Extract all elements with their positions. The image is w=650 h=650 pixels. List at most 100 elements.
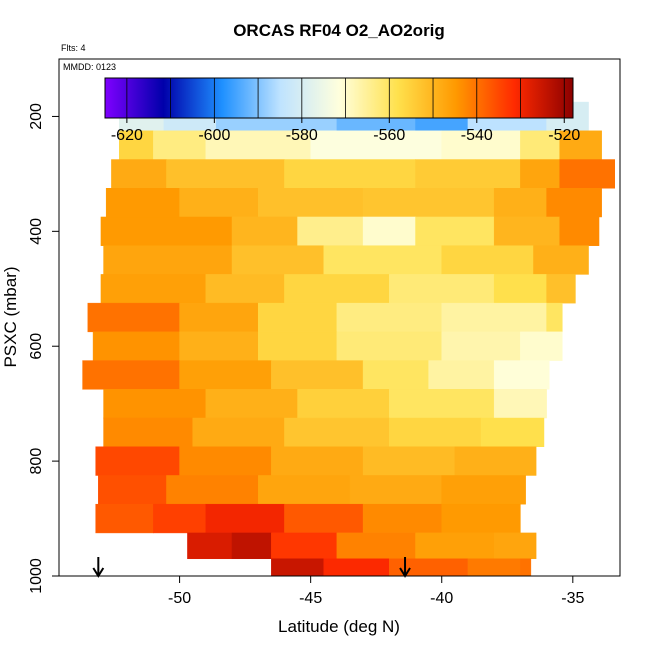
heatmap-cell (257, 188, 364, 218)
heatmap-cell (441, 475, 526, 505)
heatmap-cell (284, 503, 364, 534)
heatmap-cell (546, 302, 563, 333)
heatmap-cell (362, 446, 456, 476)
heatmap-cell (493, 360, 550, 390)
colorbar-tick-label: -520 (548, 127, 580, 144)
heatmap-cell (441, 130, 521, 160)
heatmap-cell (441, 503, 521, 534)
colorbar-tick-label: -600 (198, 127, 230, 144)
flights-annotation: Flts: 4 (61, 43, 86, 53)
heatmap-cell (257, 302, 338, 333)
heatmap-cell (336, 302, 442, 333)
heatmap-cell (205, 389, 298, 419)
heatmap-cell (179, 360, 272, 390)
plot-frame (58, 58, 621, 577)
heatmap-cell (192, 417, 285, 447)
heatmap-cell (119, 130, 154, 160)
colorbar: -620 -600 -580 -560 -540 -520 (104, 77, 580, 144)
x-tick-label: -45 (299, 590, 322, 607)
heatmap-cell (546, 188, 602, 218)
heatmap-cell (546, 274, 576, 304)
x-tick-label: -35 (561, 590, 584, 607)
colorbar-dividers (126, 78, 565, 118)
heatmap-cell (362, 216, 416, 246)
heatmap-cell (100, 274, 207, 304)
heatmap-cell (231, 216, 298, 246)
heatmap-cell (103, 389, 207, 419)
y-tick-label: 400 (28, 218, 45, 245)
heatmap-cell (205, 274, 285, 304)
heatmap-cell (205, 130, 311, 160)
heatmap-cell (389, 389, 495, 419)
x-tick-label: -40 (430, 590, 453, 607)
heatmap-cell (111, 159, 167, 189)
heatmap-cell (415, 216, 495, 246)
heatmap-cell (467, 558, 521, 576)
heatmap-cell (493, 532, 537, 560)
x-axis-label: Latitude (deg N) (278, 617, 400, 636)
heatmap-cell (166, 475, 259, 505)
date-annotation: MMDD: 0123 (63, 62, 116, 72)
heatmap-cell (559, 130, 602, 160)
x-axis: -50 -45 -40 -35 (168, 576, 584, 607)
heatmap-cell (87, 302, 180, 333)
heatmap-cell (362, 188, 495, 218)
heatmap-cell (153, 503, 207, 534)
y-tick-label: 200 (28, 103, 45, 130)
heatmap-cell (98, 475, 167, 505)
y-tick-label: 600 (28, 333, 45, 360)
chart-title: ORCAS RF04 O2_AO2orig (233, 21, 445, 40)
heatmap-cell (95, 503, 154, 534)
heatmap-cell (205, 503, 285, 534)
heatmap-cell (284, 417, 390, 447)
heatmap-cell (323, 558, 390, 576)
heatmap-cell (559, 159, 616, 189)
colorbar-tick-label: -580 (286, 127, 318, 144)
heatmap-cell (271, 558, 325, 576)
heatmap-cell (349, 475, 442, 505)
heatmap-cell (179, 446, 272, 476)
heatmap-cell (95, 446, 180, 476)
heatmap-cell (520, 159, 560, 189)
heatmap-cell (389, 274, 495, 304)
colorbar-tick-label: -540 (461, 127, 493, 144)
heatmap-cell (103, 417, 193, 447)
x-tick-label: -50 (168, 590, 191, 607)
heatmap-cell (428, 360, 495, 390)
heatmap-cell (257, 475, 351, 505)
heatmap-cell (454, 446, 537, 476)
heatmap-cell (441, 245, 534, 275)
heatmap-cell (441, 331, 521, 361)
heatmap-cell (493, 274, 547, 304)
heatmap-cell (271, 360, 364, 390)
heatmap-cell (520, 558, 532, 576)
heatmap-cell (336, 331, 442, 361)
y-tick-label: 800 (28, 448, 45, 475)
heatmap-cell (493, 389, 547, 419)
heatmap-cell (441, 302, 547, 333)
heatmap-cell (166, 159, 285, 189)
heatmap-cell (179, 302, 259, 333)
heatmap-cell (533, 245, 589, 275)
heatmap-cell (297, 216, 364, 246)
colorbar-gradient (104, 77, 574, 119)
marker-arrow (92, 557, 105, 578)
colorbar-tick-label: -620 (111, 127, 143, 144)
heatmap-cell (415, 532, 495, 560)
heatmap-cell (103, 245, 233, 275)
heatmap-cell (271, 532, 338, 560)
colorbar-ticks: -620 -600 -580 -560 -540 -520 (111, 118, 580, 144)
y-tick-label: 1000 (28, 558, 45, 594)
heatmap-cells (82, 101, 616, 576)
heatmap-cell (284, 159, 416, 189)
heatmap-cell (362, 503, 442, 534)
heatmap-cell (231, 245, 325, 275)
y-axis-label: PSXC (mbar) (1, 266, 20, 367)
heatmap-cell (493, 216, 560, 246)
heatmap-cell (105, 188, 180, 218)
heatmap-cell (480, 417, 545, 447)
heatmap-cell (187, 532, 233, 560)
heatmap-cell (362, 360, 429, 390)
heatmap-cell (520, 331, 563, 361)
